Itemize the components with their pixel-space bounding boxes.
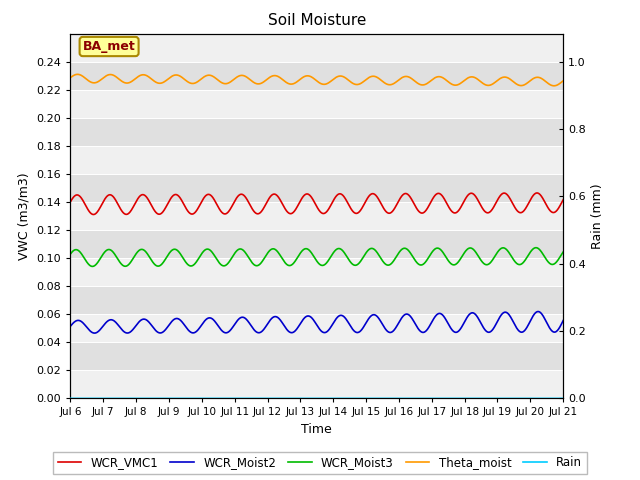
Bar [70,314,563,342]
Bar [70,61,563,90]
Bar [70,371,563,398]
Bar [70,90,563,118]
Title: Soil Moisture: Soil Moisture [268,13,366,28]
Bar [70,286,563,314]
Legend: WCR_VMC1, WCR_Moist2, WCR_Moist3, Theta_moist, Rain: WCR_VMC1, WCR_Moist2, WCR_Moist3, Theta_… [53,452,587,474]
Bar [70,146,563,174]
Bar [70,258,563,286]
Bar [70,118,563,146]
X-axis label: Time: Time [301,423,332,436]
Bar [70,202,563,230]
Bar [70,174,563,202]
Bar [70,342,563,371]
Bar [70,34,563,61]
Y-axis label: Rain (mm): Rain (mm) [591,183,604,249]
Y-axis label: VWC (m3/m3): VWC (m3/m3) [18,172,31,260]
Text: BA_met: BA_met [83,40,136,53]
Bar [70,230,563,258]
